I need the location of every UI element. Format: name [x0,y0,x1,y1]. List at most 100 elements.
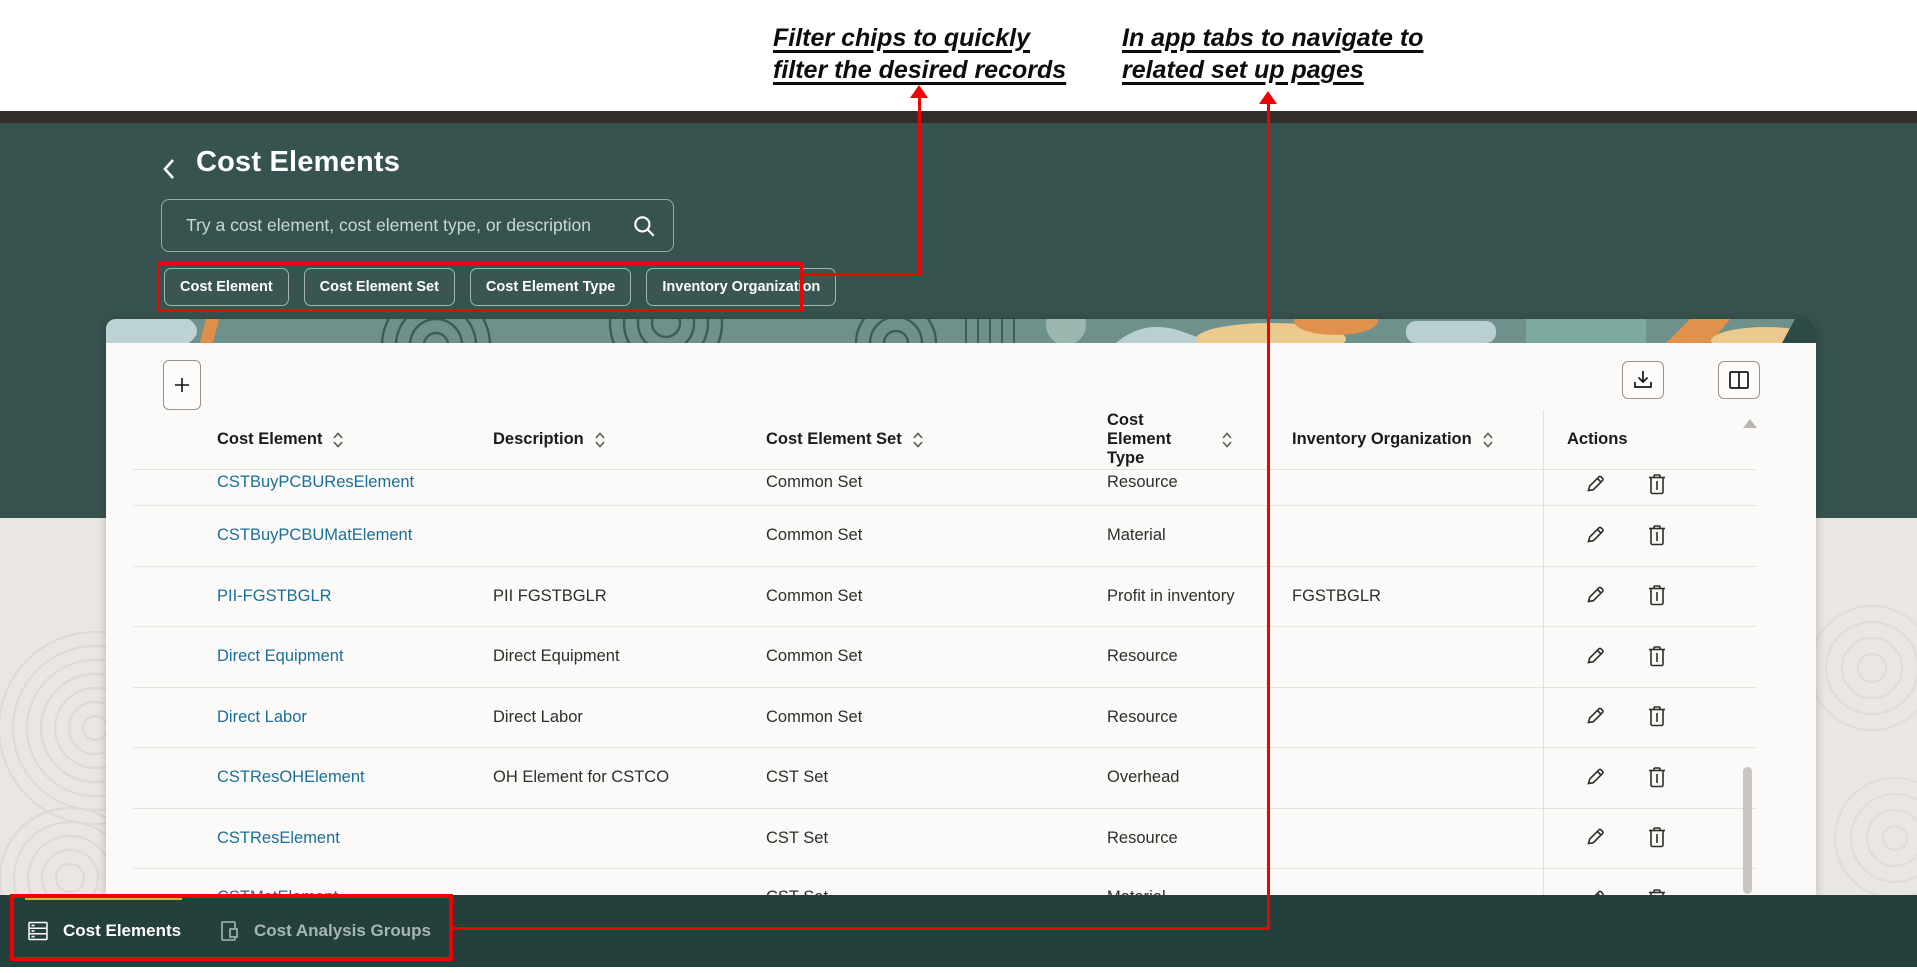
actions-cell [1543,473,1756,497]
filter-chip-cost-element[interactable]: Cost Element [164,268,289,306]
edit-button[interactable] [1584,473,1606,497]
table-row: CSTResOHElement OH Element for CSTCO CST… [133,748,1756,809]
tab-label: Cost Elements [63,921,182,940]
delete-button[interactable] [1646,524,1668,548]
filter-chip-inventory-organization[interactable]: Inventory Organization [646,268,837,306]
cost-element-link[interactable]: PII-FGSTBGLR [217,586,332,605]
cost-element-type-cell: Material [1107,526,1166,545]
annotation-line: Filter chips to quickly [773,24,1030,52]
table-row: CSTResElement CST Set Resource [133,809,1756,869]
tab-cost-elements[interactable]: Cost Elements [27,895,181,967]
sort-icon[interactable] [594,431,606,449]
delete-button[interactable] [1646,645,1668,669]
annotation-line: filter the desired records [773,56,1067,84]
column-header-inventory-organization[interactable]: Inventory Organization [1292,430,1543,449]
delete-button[interactable] [1646,584,1668,608]
pencil-icon [1586,526,1604,543]
cost-element-set-cell: Common Set [766,526,863,545]
cost-element-link[interactable]: CSTResElement [217,828,340,847]
search-box [161,199,674,252]
edit-button[interactable] [1584,888,1606,895]
trash-icon [1649,766,1665,788]
column-header-cost-element-set[interactable]: Cost Element Set [766,430,1107,449]
sort-icon[interactable] [1482,431,1494,449]
inventory-organization-cell: FGSTBGLR [1292,586,1381,605]
back-button[interactable] [155,157,181,183]
cost-element-type-cell: Material [1107,869,1292,895]
tab-cost-analysis-groups[interactable]: Cost Analysis Groups [219,895,431,967]
actions-cell [1543,524,1756,548]
delete-button[interactable] [1646,705,1668,729]
cost-element-type-cell: Resource [1107,647,1178,666]
cost-element-link[interactable]: CSTBuyPCBUMatElement [217,526,413,545]
scrollbar-thumb[interactable] [1743,767,1752,894]
cost-element-set-cell: CST Set [766,869,1107,895]
description-cell: Direct Labor [493,707,583,726]
columns-icon [1729,371,1749,389]
cost-element-link[interactable]: Direct Equipment [217,647,344,666]
filter-chip-cost-element-set[interactable]: Cost Element Set [303,268,455,306]
search-button[interactable] [631,213,657,239]
pencil-icon [1586,707,1604,724]
cost-element-type-cell: Profit in inventory [1107,586,1235,605]
column-label: Description [493,430,584,448]
table-body: CSTBuyPCBUResElement Common Set Resource… [133,470,1756,895]
pencil-icon [1586,475,1604,492]
table-rows-icon [28,921,48,941]
pencil-icon [1586,768,1604,785]
delete-button[interactable] [1646,766,1668,790]
page-panel-icon [221,921,238,941]
global-top-bar [0,111,1917,123]
results-card: Cost Element Description Cost Element Se… [106,319,1816,895]
sort-icon[interactable] [1221,431,1233,449]
cost-element-set-cell: Common Set [766,647,863,666]
filter-chips-row: Cost Element Cost Element Set Cost Eleme… [164,268,837,306]
annotation-note-filter-chips: Filter chips to quickly filter the desir… [773,22,1066,86]
trash-icon [1649,645,1665,667]
column-header-cost-element-type[interactable]: Cost Element Type [1107,411,1292,468]
table-header-row: Cost Element Description Cost Element Se… [133,410,1756,470]
cost-element-type-cell: Resource [1107,473,1178,491]
filter-chip-cost-element-type[interactable]: Cost Element Type [469,268,632,306]
edit-button[interactable] [1584,705,1606,729]
column-header-cost-element[interactable]: Cost Element [217,430,493,449]
edit-button[interactable] [1584,826,1606,850]
cost-element-link[interactable]: CSTBuyPCBUResElement [217,473,415,491]
column-label: Inventory Organization [1292,430,1472,448]
table-row: Direct Equipment Direct Equipment Common… [133,627,1756,688]
download-button[interactable] [1622,361,1664,399]
actions-cell [1543,869,1756,895]
description-cell: OH Element for CSTCO [493,768,670,787]
column-label: Cost Element [217,430,323,448]
delete-button[interactable] [1646,826,1668,850]
cost-element-set-cell: Common Set [766,473,863,491]
edit-button[interactable] [1584,584,1606,608]
add-cost-element-button[interactable] [163,360,201,410]
cost-element-link[interactable]: CSTMatElement [217,888,338,895]
trash-icon [1649,706,1665,727]
sort-icon[interactable] [912,431,924,449]
cost-element-type-cell: Resource [1107,707,1178,726]
actions-cell [1543,826,1756,850]
manage-columns-button[interactable] [1718,361,1760,399]
cost-element-type-cell: Resource [1107,828,1178,847]
cost-element-type-cell: Overhead [1107,768,1180,787]
actions-cell [1543,766,1756,790]
search-input[interactable] [184,214,631,237]
actions-column-divider [1543,410,1544,895]
delete-button[interactable] [1646,473,1668,497]
edit-button[interactable] [1584,645,1606,669]
column-header-description[interactable]: Description [493,430,766,449]
cost-element-link[interactable]: CSTResOHElement [217,768,365,787]
delete-button[interactable] [1646,888,1668,895]
scrollbar-up-arrow-icon[interactable] [1743,419,1757,428]
table-row: CSTBuyPCBUResElement Common Set Resource [133,470,1756,506]
sort-icon[interactable] [332,431,344,449]
description-cell: PII FGSTBGLR [493,586,607,605]
edit-button[interactable] [1584,766,1606,790]
cost-element-link[interactable]: Direct Labor [217,707,307,726]
trash-icon [1649,524,1665,546]
trash-icon [1649,585,1665,606]
edit-button[interactable] [1584,524,1606,548]
